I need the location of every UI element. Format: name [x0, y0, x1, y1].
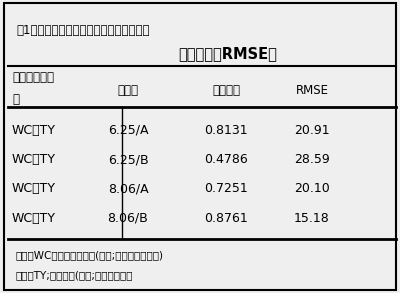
Text: WCとTY: WCとTY	[12, 124, 56, 137]
Text: WCとTY: WCとTY	[12, 183, 56, 195]
Text: 15.18: 15.18	[294, 212, 330, 225]
Text: 0.8131: 0.8131	[204, 124, 248, 137]
Text: 表1　クローバ率推定値と実測値の相関と: 表1 クローバ率推定値と実測値の相関と	[16, 24, 150, 37]
Text: せ: せ	[12, 93, 19, 106]
Text: 撮影日: 撮影日	[118, 84, 138, 97]
Text: RMSE: RMSE	[296, 84, 328, 97]
Text: TY;チモシー(品種;ホクシュウ）: TY;チモシー(品種;ホクシュウ）	[16, 270, 134, 280]
Text: WCとTY: WCとTY	[12, 153, 56, 166]
Text: ２重誤差（RMSE）: ２重誤差（RMSE）	[178, 46, 278, 61]
Text: 6.25/B: 6.25/B	[108, 153, 148, 166]
Text: 注）　WC；シロクローバ(品種;ノースホワイト): 注） WC；シロクローバ(品種;ノースホワイト)	[16, 250, 164, 260]
Text: 8.06/A: 8.06/A	[108, 183, 148, 195]
Text: 0.7251: 0.7251	[204, 183, 248, 195]
Text: 28.59: 28.59	[294, 153, 330, 166]
Text: 草種組み合わ: 草種組み合わ	[12, 71, 54, 84]
Text: WCとTY: WCとTY	[12, 212, 56, 225]
Text: 0.4786: 0.4786	[204, 153, 248, 166]
Text: 8.06/B: 8.06/B	[108, 212, 148, 225]
Text: 相関係数: 相関係数	[212, 84, 240, 97]
Text: 6.25/A: 6.25/A	[108, 124, 148, 137]
Text: 0.8761: 0.8761	[204, 212, 248, 225]
Text: 20.10: 20.10	[294, 183, 330, 195]
Text: 20.91: 20.91	[294, 124, 330, 137]
